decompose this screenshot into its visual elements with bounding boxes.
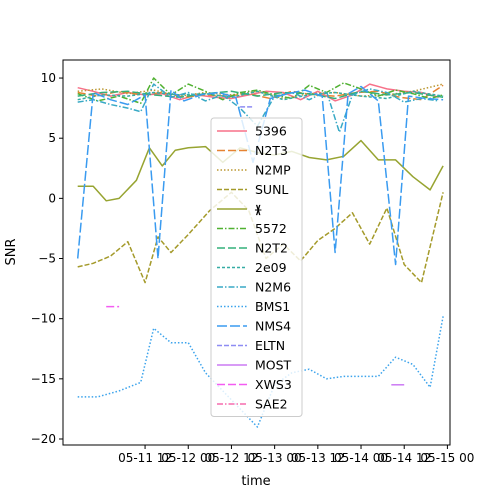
x-tick-label: 05-14 00: [334, 451, 388, 465]
x-tick-label: 05-13 00: [248, 451, 302, 465]
y-tick-label: 10: [41, 71, 56, 85]
legend-label: ELTN: [255, 338, 285, 353]
series-line-5572: [77, 77, 444, 105]
legend-label: N2T3: [255, 143, 288, 158]
legend-label: N2M6: [255, 280, 291, 295]
series-line-N2T2: [77, 90, 444, 100]
x-tick-label: 05-13 12: [291, 451, 345, 465]
x-tick-label: 05-14 12: [377, 451, 431, 465]
legend-label: 5396: [255, 124, 287, 139]
legend-label: SUNL: [255, 182, 288, 197]
y-axis: 10 5 0 −5 −10 −15 −20: [31, 71, 63, 446]
legend-label: N2MP: [255, 163, 291, 178]
legend-label: NMS4: [255, 319, 291, 334]
y-tick-label: 0: [48, 191, 56, 205]
y-axis-label: SNR: [4, 238, 19, 265]
y-tick-label: −10: [31, 312, 56, 326]
legend-label: 2e09: [255, 260, 287, 275]
x-tick-label: 05-12 00: [161, 451, 215, 465]
legend-label: BMS1: [255, 299, 290, 314]
legend-label: N2T2: [255, 241, 288, 256]
legend-label: XWS3: [255, 377, 292, 392]
legend-label: 5572: [255, 221, 287, 236]
x-tick-label: 05-15 00: [420, 451, 474, 465]
legend: 5396 N2T3 N2MP SUNL ᚕ 5572 N2T2 2e09 N2M6 BMS1 NMS…: [210, 117, 303, 417]
legend-label: MOST: [255, 358, 292, 373]
x-tick-label: 05-12 12: [204, 451, 258, 465]
legend-label: SAE2: [255, 397, 288, 412]
legend-label: ᚕ: [254, 202, 262, 217]
legend-box: [210, 117, 303, 417]
plot-frame: [62, 59, 451, 446]
y-tick-label: −5: [38, 252, 56, 266]
y-tick-label: −20: [31, 432, 56, 446]
y-tick-label: −15: [31, 372, 56, 386]
x-tick-label: 05-11 12: [118, 451, 172, 465]
y-tick-label: 5: [48, 131, 56, 145]
series-line-2e09: [77, 90, 444, 101]
x-axis-label: time: [241, 474, 270, 489]
